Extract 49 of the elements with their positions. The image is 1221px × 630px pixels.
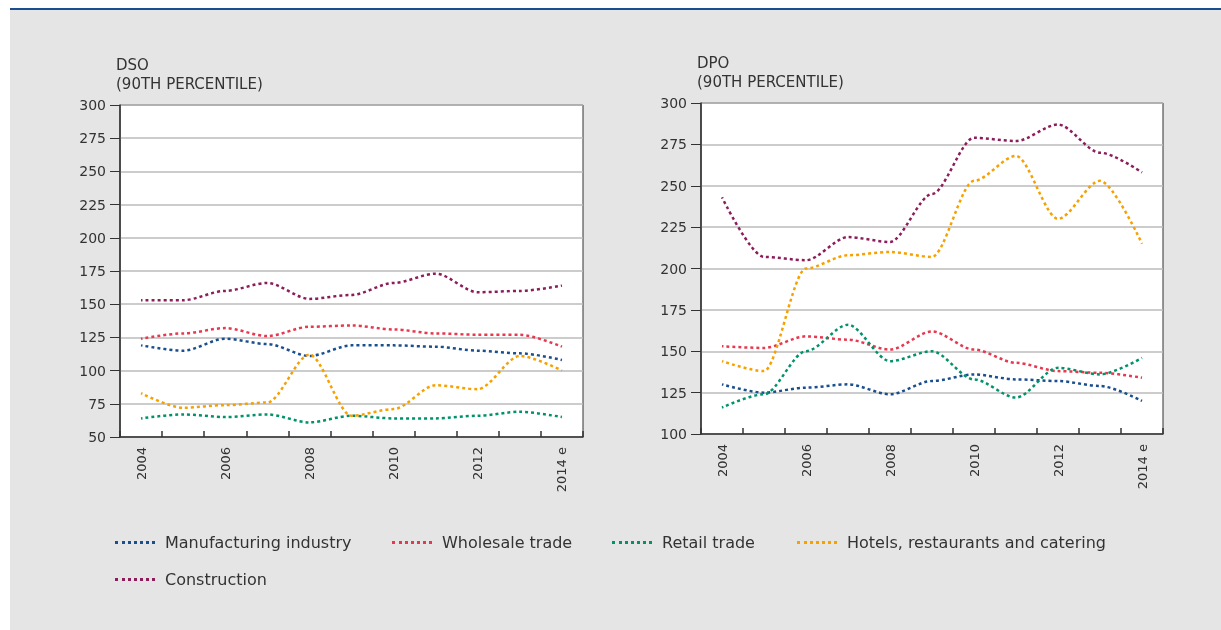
y-tick-label: 150: [79, 296, 106, 313]
y-tick-label: 125: [660, 384, 687, 401]
y-tick-label: 300: [79, 97, 106, 113]
line-series: [139, 353, 564, 417]
y-axis-title: DSO (90TH PERCENTILE): [116, 55, 263, 93]
y-tick-label: 100: [660, 426, 687, 442]
line-series: [720, 154, 1144, 373]
legend-label: Wholesale trade: [442, 533, 573, 552]
y-tick-label: 250: [79, 163, 106, 180]
legend-label: Hotels, restaurants and catering: [847, 533, 1106, 552]
y-tick-label: 250: [660, 177, 687, 194]
y-tick-label: 200: [79, 229, 106, 246]
x-tick-label: 2004: [133, 447, 149, 481]
y-tick-label: 225: [79, 196, 106, 213]
legend-label: Retail trade: [662, 533, 755, 552]
y-tick-label: 75: [88, 395, 106, 412]
x-tick-label: 2004: [714, 444, 730, 478]
line-series: [720, 123, 1144, 262]
line-series: [139, 337, 564, 362]
y-tick-label: 275: [660, 136, 687, 153]
x-tick-label: 2008: [301, 447, 317, 481]
x-tick-label: 2012: [1050, 444, 1066, 478]
line-series: [139, 410, 564, 424]
y-tick-label: 100: [79, 362, 106, 379]
y-tick-label: 225: [660, 219, 687, 236]
y-tick-label: 150: [660, 343, 687, 360]
legend-label: Manufacturing industry: [165, 533, 352, 552]
x-tick-label: 2012: [470, 447, 486, 481]
y-tick-label: 300: [660, 95, 687, 111]
x-tick-label: 2010: [386, 447, 402, 481]
y-tick-label: 175: [660, 301, 687, 318]
x-tick-label: 2006: [798, 444, 814, 478]
y-axis-title: DPO (90TH PERCENTILE): [697, 53, 844, 91]
x-tick-label: 2010: [966, 444, 982, 478]
line-series: [139, 324, 564, 348]
y-tick-label: 275: [79, 130, 106, 147]
line-series: [720, 330, 1144, 379]
y-tick-label: 175: [79, 263, 106, 279]
y-tick-label: 200: [660, 260, 687, 277]
x-tick-label: 2008: [882, 444, 898, 478]
x-tick-label: 2014 e: [554, 447, 570, 493]
y-tick-label: 125: [79, 329, 106, 346]
line-series: [720, 323, 1144, 409]
x-tick-label: 2014 e: [1134, 444, 1150, 490]
x-tick-label: 2006: [217, 447, 233, 481]
line-series: [139, 272, 564, 302]
line-series: [720, 373, 1144, 403]
y-tick-label: 50: [88, 429, 106, 445]
legend-label: Construction: [165, 570, 267, 589]
